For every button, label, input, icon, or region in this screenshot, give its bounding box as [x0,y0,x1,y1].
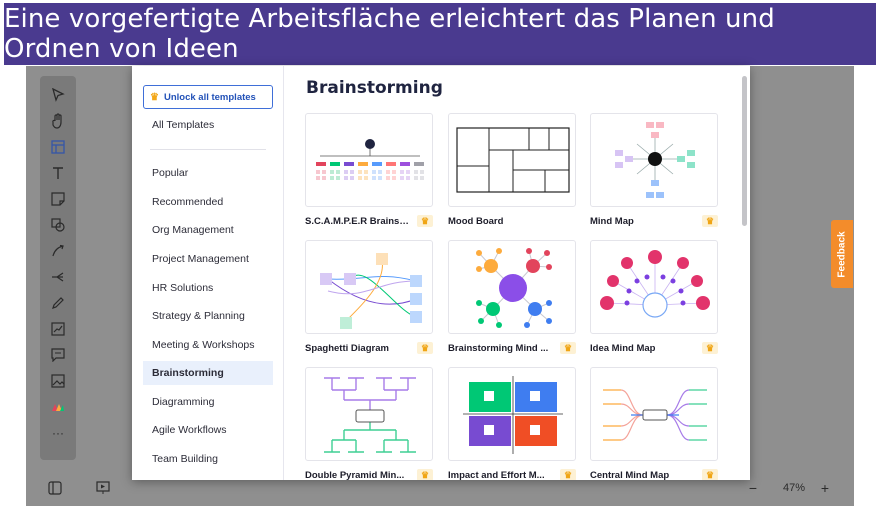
sidebar-item-strategy-planning[interactable]: Strategy & Planning [152,310,245,322]
crown-icon: ♛ [702,215,718,227]
template-card-scamper[interactable]: S.C.A.M.P.E.R Brainst... ♛ [305,113,433,228]
template-card-mind-map[interactable]: Mind Map ♛ [590,113,718,228]
unlock-all-templates-button[interactable]: ♛ Unlock all templates [143,85,273,109]
zoom-in-button[interactable]: + [820,480,830,496]
page-title: Brainstorming [306,78,443,98]
template-thumbnail [590,240,718,334]
template-tool-icon[interactable] [47,134,69,160]
sidebar-item-agile-workflows[interactable]: Agile Workflows [152,424,227,436]
template-thumbnail [448,367,576,461]
template-picker-modal: ♛ Unlock all templates All Templates Pop… [132,66,750,480]
template-name: Double Pyramid Min... [305,469,405,481]
template-card-spaghetti-diagram[interactable]: Spaghetti Diagram ♛ [305,240,433,355]
template-thumbnail [305,240,433,334]
sidebar-item-org-management[interactable]: Org Management [152,224,234,236]
sidebar-item-meeting-workshops[interactable]: Meeting & Workshops [152,339,255,351]
sidebar-item-hr-solutions[interactable]: HR Solutions [152,282,214,294]
crown-icon: ♛ [702,342,718,354]
template-thumbnail [305,367,433,461]
crown-icon: ♛ [417,342,433,354]
template-gallery: Brainstorming [284,66,750,480]
template-card-mood-board[interactable]: Mood Board [448,113,576,228]
left-toolbar: ··· [40,76,76,460]
select-tool-icon[interactable] [47,82,69,108]
hand-tool-icon[interactable] [47,108,69,134]
sticky-note-tool-icon[interactable] [47,186,69,212]
text-tool-icon[interactable] [47,160,69,186]
shape-tool-icon[interactable] [47,212,69,238]
connector-tool-icon[interactable] [47,238,69,264]
crown-icon: ♛ [560,342,576,354]
template-name: S.C.A.M.P.E.R Brainst... [305,215,409,227]
more-icon[interactable]: ··· [52,426,64,440]
chart-tool-icon[interactable] [47,316,69,342]
zoom-level[interactable]: 47% [782,482,806,494]
template-card-impact-effort-matrix[interactable]: Impact and Effort M... ♛ [448,367,576,480]
sidebar-divider [150,149,266,150]
template-thumbnail [448,113,576,207]
pen-tool-icon[interactable] [47,290,69,316]
sidebar-item-all-templates[interactable]: All Templates [152,119,215,131]
scrollbar[interactable] [742,76,747,226]
sidebar-item-project-management[interactable]: Project Management [152,253,249,265]
template-thumbnail [448,240,576,334]
template-name: Central Mind Map [590,469,670,481]
template-card-brainstorming-mind-map[interactable]: Brainstorming Mind ... ♛ [448,240,576,355]
crown-icon: ♛ [417,469,433,480]
comment-tool-icon[interactable] [47,342,69,368]
image-tool-icon[interactable] [47,368,69,394]
banner-title: Eine vorgefertigte Arbeitsfläche erleich… [4,3,876,65]
template-name: Brainstorming Mind ... [448,342,549,354]
crown-icon: ♛ [150,91,159,103]
bottom-bar: − 47% + [26,470,854,506]
template-card-double-pyramid-mind-map[interactable]: Double Pyramid Min... ♛ [305,367,433,480]
sidebar-item-recommended[interactable]: Recommended [152,196,224,208]
template-thumbnail [590,367,718,461]
sidebar-item-popular[interactable]: Popular [152,167,189,179]
apps-icon[interactable] [47,394,69,420]
template-name: Mood Board [448,215,504,227]
template-card-idea-mind-map[interactable]: Idea Mind Map ♛ [590,240,718,355]
template-card-central-mind-map[interactable]: Central Mind Map ♛ [590,367,718,480]
template-name: Mind Map [590,215,634,227]
template-name: Idea Mind Map [590,342,656,354]
sidebar-item-team-building[interactable]: Team Building [152,453,218,465]
crown-icon: ♛ [702,469,718,480]
crown-icon: ♛ [417,215,433,227]
zoom-out-button[interactable]: − [748,480,758,496]
mind-map-tool-icon[interactable] [47,264,69,290]
template-name: Impact and Effort M... [448,469,545,481]
sidebar-item-brainstorming[interactable]: Brainstorming [143,361,273,385]
feedback-button[interactable]: Feedback [831,220,853,288]
present-icon[interactable] [94,479,112,497]
template-name: Spaghetti Diagram [305,342,389,354]
template-categories-sidebar: ♛ Unlock all templates All Templates Pop… [132,66,284,480]
sidebar-toggle-icon[interactable] [46,479,64,497]
crown-icon: ♛ [560,469,576,480]
template-thumbnail [590,113,718,207]
sidebar-item-diagramming[interactable]: Diagramming [152,396,215,408]
template-thumbnail [305,113,433,207]
